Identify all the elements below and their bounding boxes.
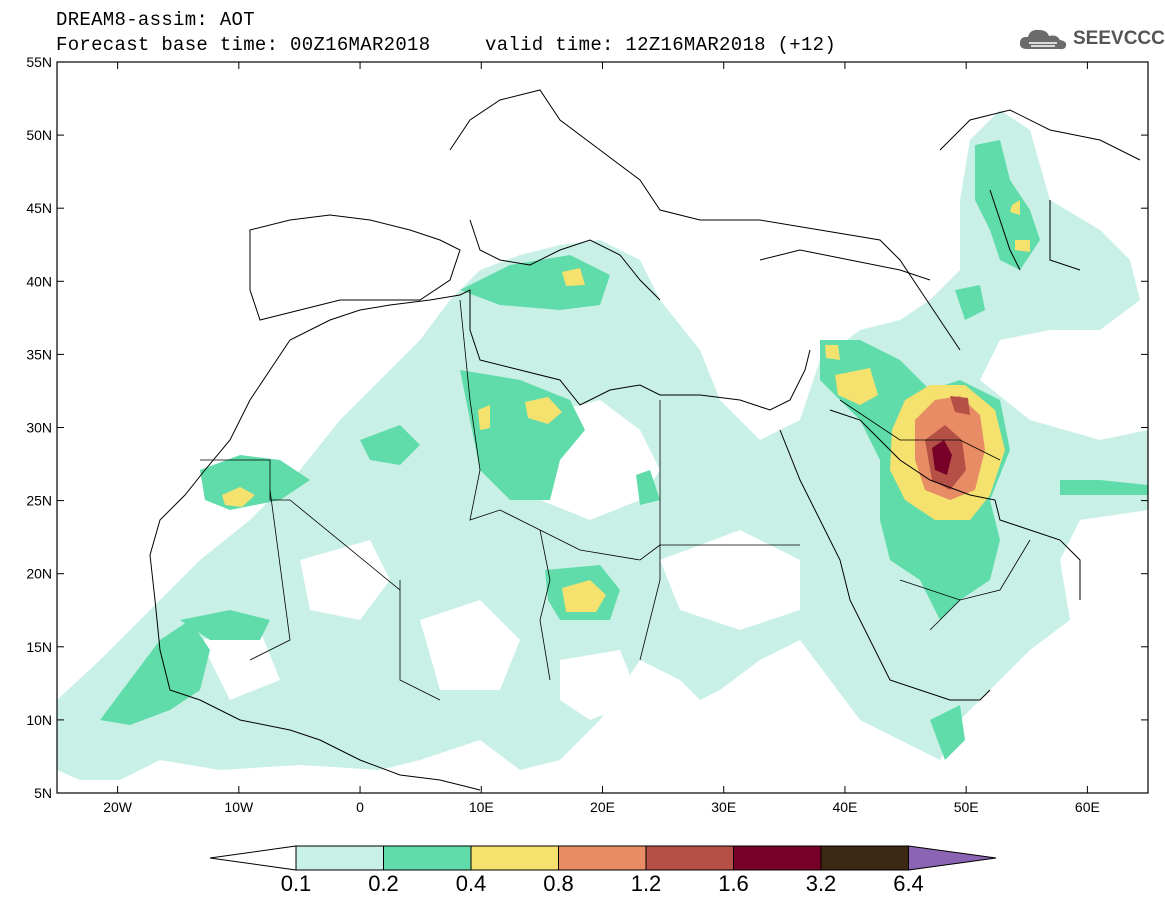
colorbar-label: 0.4 (455, 871, 487, 896)
lon-tick-label: 40E (832, 799, 857, 815)
lon-tick-label: 20E (590, 799, 615, 815)
logo-text: SEEVCCC (1073, 28, 1165, 49)
lon-tick-label: 10W (224, 799, 254, 815)
aot-fields (57, 89, 1148, 791)
lat-tick-label: 25N (26, 493, 52, 509)
lat-tick-label: 10N (26, 712, 52, 728)
colorbar-label: 0.1 (280, 871, 312, 896)
lat-tick-label: 50N (26, 127, 52, 143)
colorbar-swatch (295, 845, 384, 871)
lon-tick-label: 20W (103, 799, 133, 815)
colorbar-swatch (383, 845, 472, 871)
cloud-icon (1019, 29, 1067, 50)
colorbar-high-arrow (908, 845, 997, 871)
lon-tick-label: 10E (469, 799, 494, 815)
lat-tick-label: 35N (26, 346, 52, 362)
lat-tick-label: 5N (34, 785, 52, 801)
colorbar-swatch (820, 845, 909, 871)
lon-tick-label: 50E (954, 799, 979, 815)
colorbar-label: 0.2 (368, 871, 399, 896)
colorbar-swatch (645, 845, 734, 871)
base-time-label: Forecast base time: 00Z16MAR2018 (56, 34, 431, 56)
colorbar-label: 6.4 (893, 871, 924, 896)
lat-tick-label: 45N (26, 200, 52, 216)
colorbar-label: 1.2 (630, 871, 662, 896)
country-borders (200, 299, 1031, 701)
valid-time-label: valid time: 12Z16MAR2018 (+12) (485, 34, 837, 56)
map-title: DREAM8-assim: AOT (56, 9, 255, 31)
seevccc-logo: SEEVCCC (1017, 25, 1165, 53)
colorbar-label: 0.8 (543, 871, 574, 896)
colorbar-swatch (470, 845, 559, 871)
coastlines (149, 89, 1141, 791)
lat-tick-label: 30N (26, 420, 52, 436)
colorbar-label: 1.6 (718, 871, 749, 896)
lon-tick-label: 30E (711, 799, 736, 815)
lat-axis: 55N 50N 45N 40N 35N 30N 25N 20N 15N 10N 5N (26, 54, 1148, 801)
colorbar-swatch (733, 845, 822, 871)
lat-tick-label: 40N (26, 273, 52, 289)
lon-axis: 20W 10W 0 10E 20E 30E 40E 50E 60E (103, 62, 1100, 815)
lat-tick-label: 55N (26, 54, 52, 70)
colorbar-low-arrow (209, 845, 297, 871)
colorbar (209, 845, 997, 871)
colorbar-swatch (558, 845, 647, 871)
lat-tick-label: 15N (26, 639, 52, 655)
lon-tick-label: 0 (356, 799, 364, 815)
lat-tick-label: 20N (26, 566, 52, 582)
lon-tick-label: 60E (1075, 799, 1100, 815)
colorbar-label: 3.2 (805, 871, 837, 896)
